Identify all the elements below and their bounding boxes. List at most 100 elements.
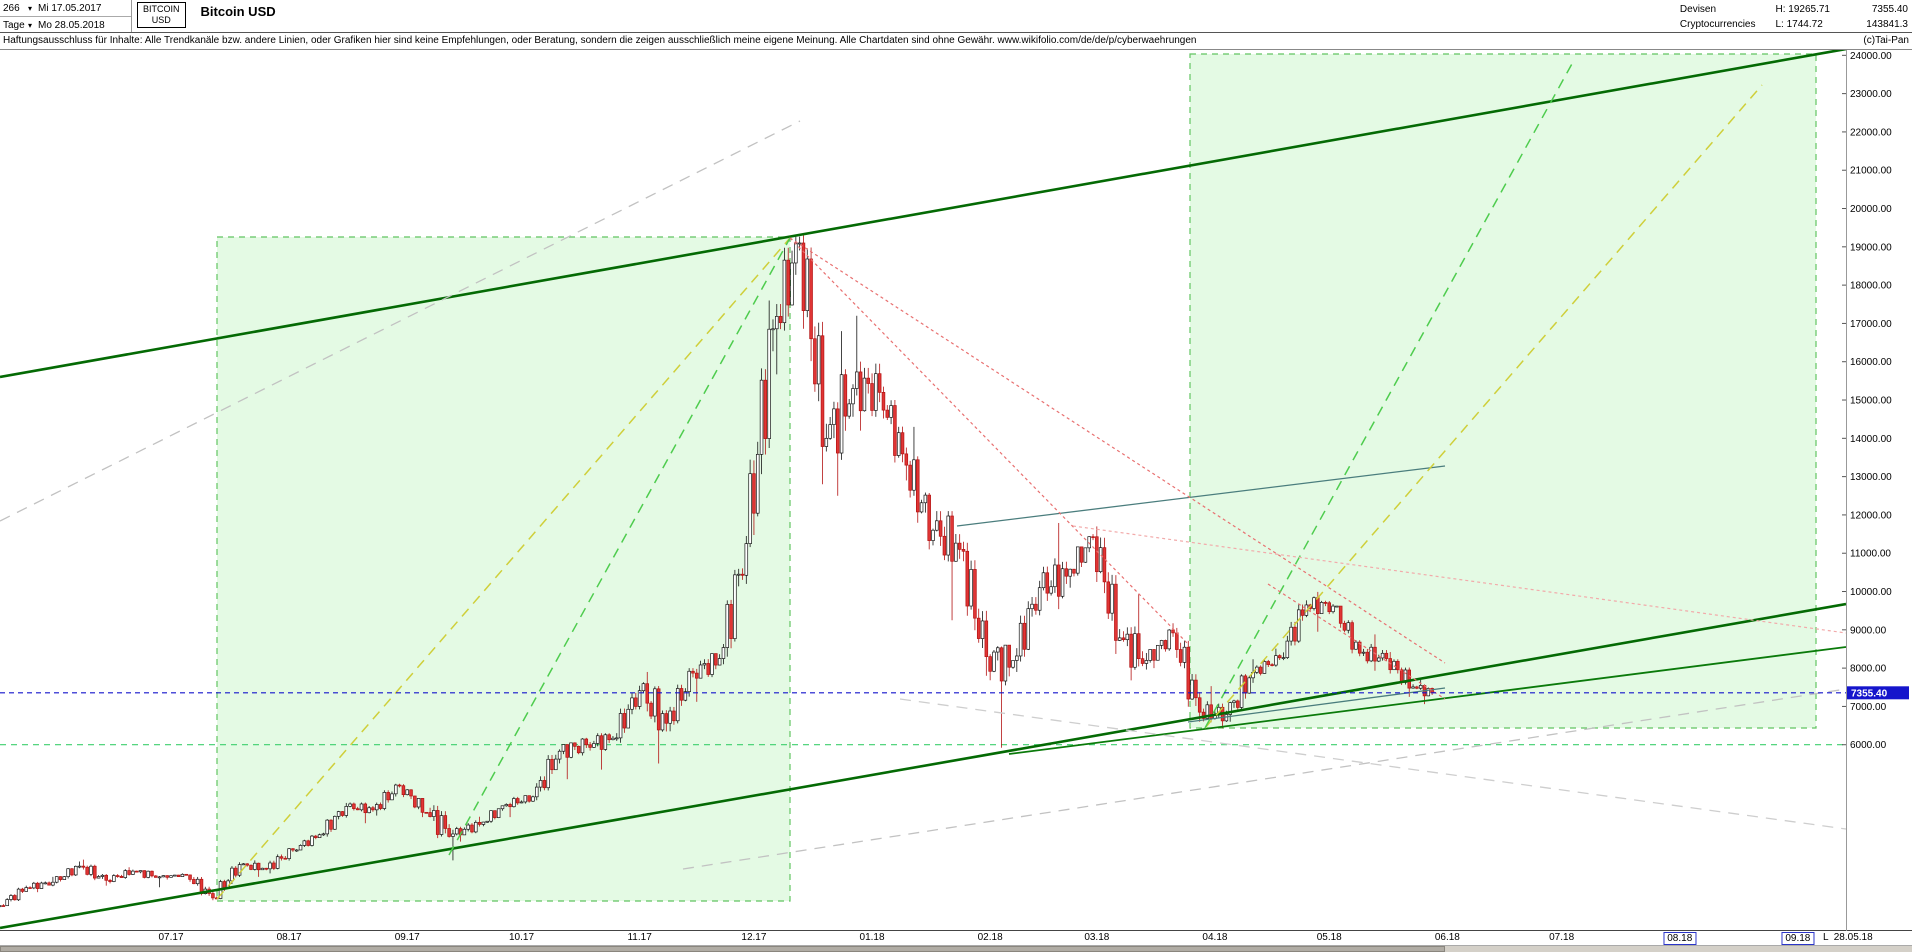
candle-body (363, 803, 368, 814)
candle-body (378, 804, 383, 809)
candle-body (984, 620, 989, 657)
candle-body (5, 899, 9, 907)
candle-body (1175, 632, 1179, 650)
candle-body (85, 866, 89, 875)
candle-body (1232, 700, 1236, 703)
period-high: H: 19265.71 (1775, 4, 1831, 15)
candle-body (1190, 679, 1194, 700)
candle-body (546, 758, 550, 789)
downtrend-dotted-red-2 (789, 237, 1190, 646)
candle-body (134, 870, 139, 873)
candle-body (973, 569, 977, 619)
candle-body (672, 710, 676, 722)
candle-body (1396, 660, 1400, 671)
candle-body (824, 437, 829, 447)
candle-body (500, 805, 505, 810)
candle-body (1098, 547, 1103, 573)
candle-body (980, 620, 985, 639)
candle-body (1011, 660, 1015, 668)
candle-body (622, 713, 627, 729)
candle-body (62, 876, 67, 880)
candle-body (904, 453, 909, 466)
candle-body (1316, 597, 1320, 614)
candle-body (1030, 603, 1034, 610)
candle-body (843, 374, 848, 417)
bars-count-row[interactable]: 266 ▾ Mi 17.05.2017 (0, 0, 131, 17)
candle-body (13, 895, 17, 901)
candle-body (1182, 646, 1187, 663)
candle-body (542, 780, 547, 789)
bars-unit-value[interactable]: Tage (3, 19, 25, 31)
x-axis-label: 02.18 (977, 932, 1003, 943)
candle-body (961, 549, 966, 552)
candle-body (611, 737, 615, 741)
header-info: Devisen Cryptocurrencies H: 19265.71 L: … (1680, 0, 1912, 32)
bars-count-value[interactable]: 266 (3, 2, 20, 14)
trend-channel-lower (0, 602, 1846, 930)
candle-body (919, 502, 924, 513)
candle-body (630, 697, 634, 710)
candle-body (81, 865, 86, 868)
candle-body (626, 708, 630, 729)
scrollbar-thumb[interactable] (0, 946, 1445, 952)
candle-body (1380, 652, 1385, 659)
candle-body (47, 882, 51, 886)
x-axis-label: 08.17 (276, 932, 302, 943)
candle-body (43, 882, 48, 885)
candle-body (775, 316, 779, 330)
candle-body (1357, 641, 1362, 654)
candle-body (691, 670, 695, 674)
candle-body (580, 738, 585, 754)
candle-body (946, 515, 950, 556)
bars-unit-row[interactable]: Tage ▾ Mo 28.05.2018 (0, 17, 131, 33)
dropdown-arrow-icon[interactable]: ▾ (28, 3, 33, 13)
candle-body (858, 371, 863, 412)
candle-body (992, 651, 996, 672)
candle-body (1197, 697, 1202, 713)
candle-body (512, 798, 516, 808)
candle-body (138, 870, 143, 873)
symbol-box[interactable]: BITCOIN USD (137, 2, 186, 28)
candle-body (70, 868, 74, 876)
candle-body (1034, 603, 1038, 611)
candle-body (1148, 649, 1152, 661)
candle-body (401, 785, 406, 796)
candle-body (710, 653, 714, 675)
candle-body (599, 735, 604, 750)
candle-body (268, 862, 272, 870)
date-from: Mi 17.05.2017 (38, 2, 102, 14)
candle-body (115, 875, 120, 877)
x-axis-label: 11.17 (627, 932, 652, 943)
candle-body (714, 653, 718, 666)
candle-body (245, 863, 249, 866)
x-axis-label: 07.18 (1549, 932, 1575, 943)
candle-body (653, 688, 657, 717)
candle-body (435, 810, 440, 835)
candle-body (656, 688, 661, 731)
candle-body (809, 258, 813, 340)
bars-period-control[interactable]: 266 ▾ Mi 17.05.2017 Tage ▾ Mo 28.05.2018 (0, 0, 132, 32)
candle-body (1060, 568, 1065, 597)
y-axis-label: 9000.00 (1850, 625, 1887, 636)
candle-body (1350, 622, 1354, 650)
candle-body (664, 713, 669, 724)
candle-body (1426, 688, 1431, 697)
time-scrollbar[interactable] (0, 945, 1912, 952)
dropdown-arrow-icon[interactable]: ▾ (28, 20, 33, 30)
candle-body (607, 734, 611, 741)
projection-line-green-2018 (1204, 61, 1574, 729)
candle-body (584, 738, 589, 746)
x-axis-label-future[interactable]: 08.18 (1663, 932, 1697, 945)
candle-body (77, 865, 82, 868)
candle-body (1415, 686, 1419, 689)
y-axis-label: 23000.00 (1850, 89, 1892, 100)
candle-body (999, 647, 1004, 682)
candle-body (1110, 583, 1114, 614)
candle-body (1418, 685, 1423, 689)
candle-body (1056, 564, 1061, 597)
candle-body (1076, 546, 1080, 574)
x-axis-label-future[interactable]: 09.18 (1781, 932, 1815, 945)
candle-body (1331, 605, 1335, 613)
candle-body (493, 810, 497, 819)
candle-body (481, 821, 486, 825)
